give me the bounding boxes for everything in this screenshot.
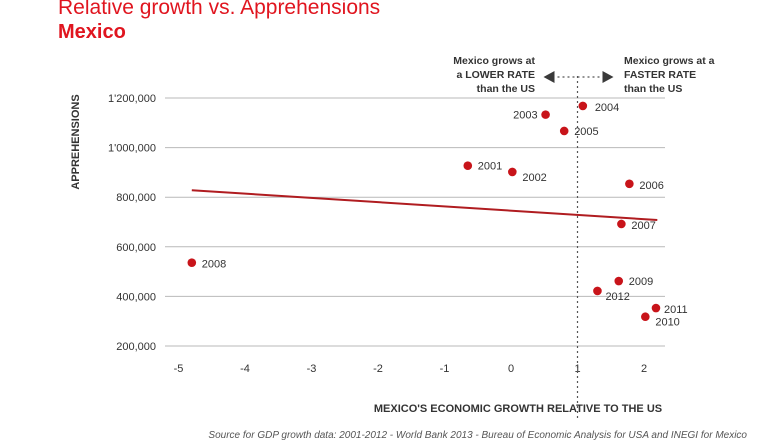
y-tick-label: 1'200,000 — [108, 93, 156, 105]
y-tick-label: 800,000 — [116, 192, 156, 204]
data-point-2004 — [578, 101, 588, 111]
x-axis-ticks: -5 -4 -3 -2 -1 0 1 2 — [174, 363, 647, 375]
arrow-left-icon — [543, 71, 555, 83]
y-tick-label: 600,000 — [116, 242, 156, 254]
point-label-2003: 2003 — [513, 110, 537, 122]
arrow-right-icon — [602, 71, 614, 83]
data-points: 2001 2002 2003 2004 2005 2006 2007 2008 2009 2010… — [187, 101, 688, 329]
x-tick-label: -2 — [373, 363, 383, 375]
trend-line — [191, 189, 658, 222]
y-tick-label: 200,000 — [116, 341, 156, 353]
point-label-2010: 2010 — [655, 317, 679, 329]
data-point-2010 — [641, 312, 650, 322]
x-tick-label: -1 — [440, 363, 450, 375]
point-label-2004: 2004 — [595, 102, 619, 114]
x-tick-label: 1 — [574, 363, 580, 375]
point-label-2002: 2002 — [522, 172, 546, 184]
x-tick-label: -5 — [174, 363, 184, 375]
y-axis-ticks: 200,000 400,000 600,000 800,000 1'000,000 1'2… — [108, 93, 156, 353]
x-tick-label: 0 — [508, 363, 514, 375]
data-point-2011 — [651, 303, 661, 313]
data-point-2008 — [187, 258, 197, 267]
x-tick-label: -3 — [307, 363, 317, 375]
y-axis-title: APPREHENSIONS — [70, 94, 82, 189]
data-point-2012 — [593, 286, 602, 296]
point-label-2012: 2012 — [605, 291, 629, 303]
y-tick-label: 1'000,000 — [108, 143, 156, 155]
y-tick-label: 400,000 — [116, 291, 156, 303]
data-point-2001 — [463, 161, 473, 171]
chart-subtitle: Mexico — [58, 21, 126, 43]
data-point-2005 — [559, 126, 569, 136]
point-label-2001: 2001 — [478, 161, 502, 173]
point-label-2009: 2009 — [629, 276, 653, 288]
x-tick-label: 2 — [641, 363, 647, 375]
chart-title: Relative growth vs. Apprehensions — [58, 0, 381, 19]
point-label-2005: 2005 — [574, 126, 598, 138]
data-point-2002 — [508, 167, 517, 177]
point-label-2011: 2011 — [664, 304, 688, 316]
data-point-2003 — [541, 110, 550, 119]
point-label-2007: 2007 — [631, 220, 655, 232]
point-label-2006: 2006 — [639, 180, 663, 192]
annotation-faster-rate: Mexico grows at a FASTER RATE than the U… — [624, 55, 715, 95]
x-tick-label: -4 — [240, 363, 250, 375]
annotation-lower-rate: Mexico grows at a LOWER RATE than the US — [453, 55, 535, 95]
gridlines — [165, 97, 665, 347]
direction-arrows — [543, 71, 614, 83]
data-point-2009 — [614, 276, 624, 286]
x-axis-title: MEXICO'S ECONOMIC GROWTH RELATIVE TO THE… — [374, 403, 662, 415]
point-label-2008: 2008 — [202, 259, 226, 271]
data-point-2006 — [625, 179, 634, 189]
source-note: Source for GDP growth data: 2001-2012 - … — [208, 430, 747, 441]
data-point-2007 — [617, 219, 626, 229]
